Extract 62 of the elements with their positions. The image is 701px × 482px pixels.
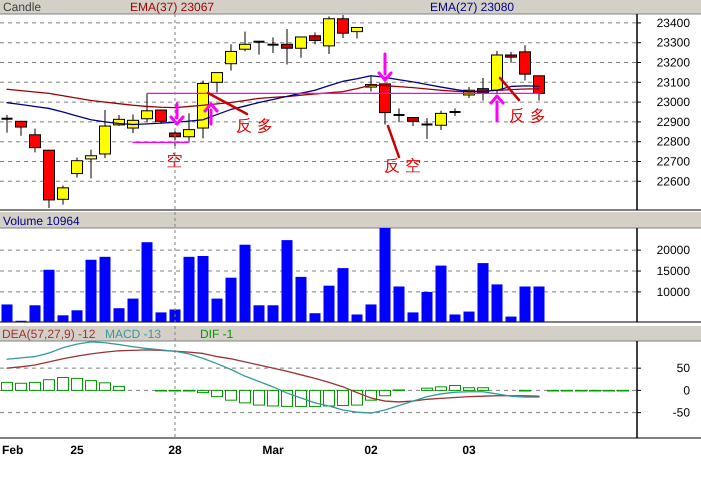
bar: [421, 388, 433, 391]
bar: [267, 390, 279, 406]
bar: [29, 382, 41, 391]
bar: [365, 390, 377, 401]
y-tick-label: 20000: [656, 243, 690, 258]
y-tick-label: -50: [672, 406, 690, 420]
bar: [85, 380, 97, 391]
text: DIF -1: [200, 327, 234, 341]
chart-title: Volume 10964: [3, 214, 80, 228]
bar: [197, 390, 209, 394]
y-tick-label: 22800: [656, 134, 690, 149]
text: EMA(27) 23080: [430, 0, 514, 14]
annotation: 反多: [236, 116, 278, 135]
bar: [253, 390, 265, 406]
y-tick-label: 23300: [656, 36, 690, 50]
line-series: [6, 349, 540, 403]
chart-title: Candle: [3, 0, 42, 14]
line-series: [6, 341, 540, 414]
bar: [477, 387, 489, 391]
y-tick-label: 23100: [656, 75, 690, 90]
y-tick-label: 50: [676, 361, 690, 376]
bar: [449, 384, 461, 391]
bar: [57, 376, 69, 391]
x-tick-label: 03: [462, 443, 476, 457]
y-tick-label: 22900: [656, 114, 690, 129]
bar: [323, 390, 335, 406]
series-label: DEA(57,27,9) -12: [2, 327, 96, 341]
y-tick-label: 22700: [656, 154, 690, 168]
bar: [351, 390, 363, 406]
y-tick-label: 0: [683, 383, 690, 398]
x-tick-label: 25: [70, 443, 84, 457]
y-tick-label: 23200: [656, 56, 690, 70]
annotation: 反空: [384, 156, 426, 175]
y-tick-label: 10000: [656, 284, 690, 299]
bar: [435, 386, 447, 391]
bar: [15, 382, 27, 391]
y-tick-label: 23400: [656, 16, 690, 30]
bar: [295, 390, 307, 407]
x-tick-label: 02: [364, 443, 378, 457]
text: EMA(37) 23067: [130, 0, 214, 14]
y-tick-label: 22600: [656, 174, 690, 188]
bar: [239, 390, 251, 404]
bar: [337, 390, 349, 406]
bar: [309, 390, 321, 407]
x-tick-label: 28: [168, 443, 182, 457]
x-tick-label: Mar: [262, 443, 284, 457]
bar: [43, 379, 55, 391]
bar: [211, 390, 223, 398]
bar: [379, 390, 391, 396]
x-tick-label: Feb: [2, 443, 24, 457]
y-tick-label: 15000: [656, 264, 690, 278]
bar: [113, 386, 125, 391]
bar: [225, 390, 237, 401]
bar: [71, 378, 83, 391]
annotation: 空: [166, 151, 188, 170]
bar: [1, 382, 13, 391]
series-label: MACD -13: [105, 327, 162, 341]
annotation: 反多: [509, 106, 551, 125]
bar: [463, 387, 475, 391]
bar: [281, 390, 293, 407]
y-tick-label: 23000: [656, 95, 690, 110]
bar: [99, 382, 111, 391]
